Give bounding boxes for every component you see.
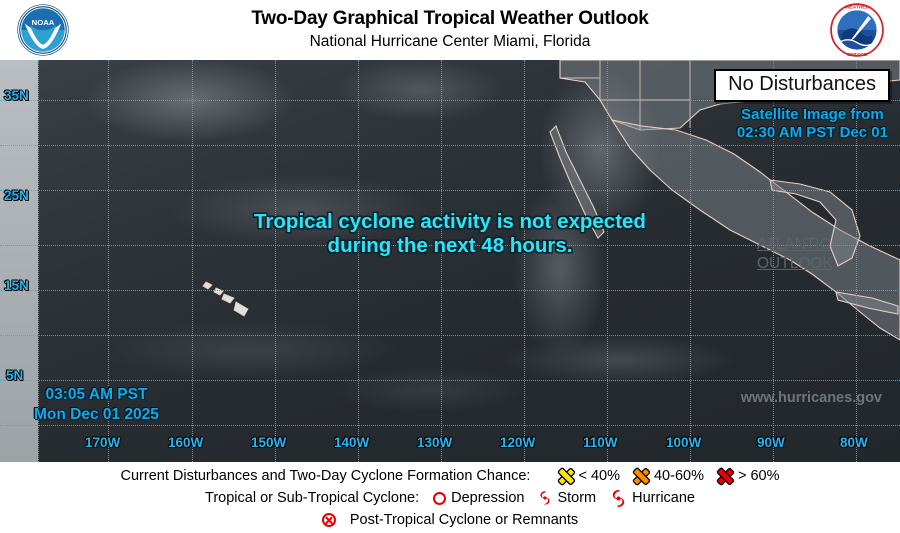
nws-logo: WEATHER SERVICE	[830, 3, 884, 57]
gridline-vertical	[690, 60, 691, 462]
legend-hurricane: Hurricane	[610, 489, 695, 508]
gridline-vertical	[192, 60, 193, 462]
svg-text:SERVICE: SERVICE	[847, 52, 867, 57]
page-header: NOAA Two-Day Graphical Tropical Weather …	[0, 0, 900, 60]
longitude-label-100w: 100W	[666, 435, 702, 450]
gridline-horizontal	[0, 245, 900, 246]
gridline-vertical	[38, 60, 39, 462]
gridline-vertical	[524, 60, 525, 462]
longitude-label-90w: 90W	[757, 435, 785, 450]
legend-chance-high-label: > 60%	[737, 468, 780, 484]
legend-storm-label: Storm	[557, 490, 597, 506]
legend-chance-medium-label: 40-60%	[653, 468, 704, 484]
longitude-label-80w: 80W	[840, 435, 868, 450]
atlantic-outlook-link[interactable]: ATLANTIC OUTLOOK	[757, 235, 833, 273]
gridline-vertical	[441, 60, 442, 462]
satellite-map[interactable]: 35N 25N 15N 5N 170W 160W 150W 140W 130W …	[0, 60, 900, 462]
svg-text:WEATHER: WEATHER	[845, 4, 870, 10]
post-tropical-circle-x-icon	[321, 513, 336, 527]
satellite-coverage-edge	[0, 60, 38, 462]
map-legend: Current Disturbances and Two-Day Cyclone…	[0, 462, 900, 533]
legend-post-tropical-label: Post-Tropical Cyclone or Remnants	[349, 512, 579, 528]
latitude-label-35n: 35N	[4, 88, 29, 103]
legend-chance-medium: 40-60%	[634, 468, 704, 484]
depression-circle-icon	[433, 491, 447, 505]
longitude-label-110w: 110W	[583, 435, 618, 450]
longitude-label-120w: 120W	[500, 435, 536, 450]
legend-cyclone-type-label: Tropical or Sub-Tropical Cyclone:	[205, 490, 420, 506]
legend-row-cyclone-types: Tropical or Sub-Tropical Cyclone: Depres…	[0, 487, 900, 509]
outlook-message-line2: during the next 48 hours.	[327, 234, 573, 257]
legend-depression-label: Depression	[451, 490, 525, 506]
longitude-label-140w: 140W	[334, 435, 370, 450]
outlook-message: Tropical cyclone activity is not expecte…	[0, 210, 900, 258]
legend-formation-chance-label: Current Disturbances and Two-Day Cyclone…	[120, 468, 531, 484]
satellite-image-time: Satellite Image from 02:30 AM PST Dec 01	[737, 106, 888, 142]
issuance-time: 03:05 AM PST	[45, 386, 148, 403]
legend-hurricane-label: Hurricane	[632, 490, 695, 506]
x-mark-yellow-icon	[558, 469, 573, 484]
satellite-image-time-line2: 02:30 AM PST Dec 01	[736, 124, 888, 141]
longitude-label-170w: 170W	[85, 435, 121, 450]
gridline-vertical	[773, 60, 774, 462]
gridline-horizontal	[0, 380, 900, 381]
atlantic-outlook-link-line1: ATLANTIC	[757, 236, 831, 253]
legend-row-formation-chance: Current Disturbances and Two-Day Cyclone…	[0, 465, 900, 487]
latitude-label-25n: 25N	[4, 188, 29, 203]
satellite-imagery	[0, 60, 900, 462]
storm-spiral-icon	[540, 491, 551, 505]
svg-text:NOAA: NOAA	[32, 18, 55, 27]
atlantic-outlook-link-line2: OUTLOOK	[757, 255, 833, 272]
satellite-image-time-line1: Satellite Image from	[741, 106, 884, 123]
gridline-horizontal	[0, 190, 900, 191]
hurricane-spiral-icon	[612, 489, 625, 507]
gridline-horizontal	[0, 425, 900, 426]
noaa-logo: NOAA	[17, 4, 69, 56]
gridline-horizontal	[0, 100, 900, 101]
gridline-vertical	[275, 60, 276, 462]
website-watermark: www.hurricanes.gov	[740, 390, 882, 406]
legend-chance-high: > 60%	[718, 468, 780, 484]
longitude-label-150w: 150W	[251, 435, 287, 450]
gridline-horizontal	[0, 335, 900, 336]
longitude-label-160w: 160W	[168, 435, 204, 450]
gridline-vertical	[358, 60, 359, 462]
gridline-horizontal	[0, 290, 900, 291]
gridline-horizontal	[0, 145, 900, 146]
legend-chance-low-label: < 40%	[578, 468, 620, 484]
page-subtitle: National Hurricane Center Miami, Florida	[309, 33, 591, 50]
gridline-vertical	[856, 60, 857, 462]
legend-chance-low: < 40%	[558, 468, 620, 484]
gridline-vertical	[108, 60, 109, 462]
latitude-label-15n: 15N	[4, 278, 29, 293]
longitude-label-130w: 130W	[417, 435, 453, 450]
header-title-block: Two-Day Graphical Tropical Weather Outlo…	[100, 0, 800, 60]
legend-row-post-tropical: Post-Tropical Cyclone or Remnants	[0, 509, 900, 531]
page-title: Two-Day Graphical Tropical Weather Outlo…	[251, 8, 649, 29]
gridline-vertical	[607, 60, 608, 462]
issuance-timestamp: 03:05 AM PST Mon Dec 01 2025	[34, 385, 159, 425]
legend-depression: Depression	[433, 490, 524, 506]
no-disturbances-badge: No Disturbances	[714, 69, 890, 102]
issuance-date: Mon Dec 01 2025	[34, 406, 159, 423]
latitude-label-5n: 5N	[6, 368, 24, 383]
x-mark-red-icon	[718, 469, 733, 484]
outlook-message-line1: Tropical cyclone activity is not expecte…	[254, 210, 646, 233]
x-mark-orange-icon	[634, 469, 649, 484]
legend-storm: Storm	[538, 490, 596, 506]
